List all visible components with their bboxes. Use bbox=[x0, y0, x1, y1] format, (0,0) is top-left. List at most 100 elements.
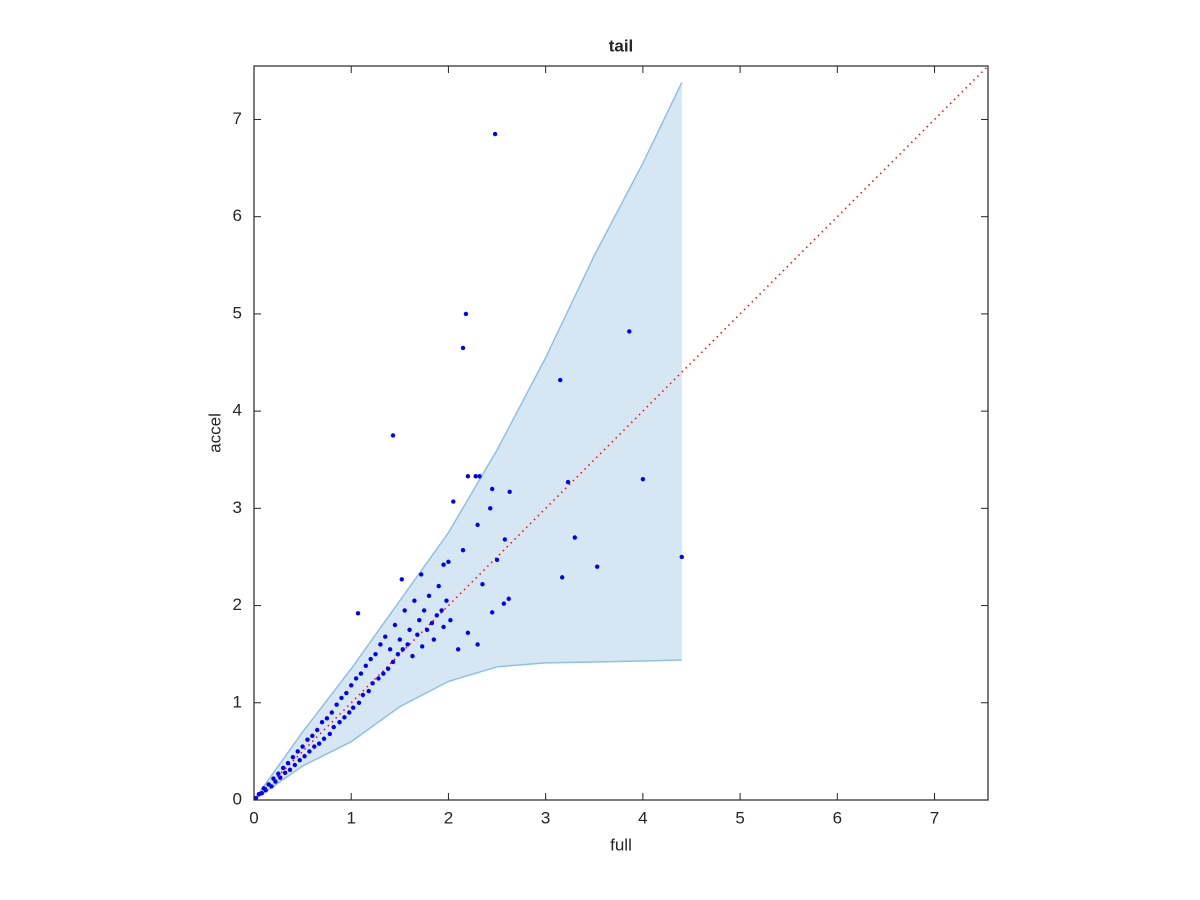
scatter-point bbox=[334, 702, 339, 707]
y-tick-label: 3 bbox=[233, 498, 242, 517]
scatter-point bbox=[488, 506, 493, 511]
band-upper bbox=[253, 82, 683, 801]
scatter-point bbox=[451, 499, 456, 504]
y-tick-label: 6 bbox=[233, 206, 242, 225]
scatter-point bbox=[387, 647, 393, 652]
scatter-point bbox=[259, 790, 264, 796]
scatter-point bbox=[489, 610, 495, 615]
scatter-point bbox=[368, 656, 373, 662]
scatter-point bbox=[324, 716, 330, 721]
scatter-point bbox=[321, 736, 327, 741]
scatter-point bbox=[429, 620, 435, 626]
scatter-point bbox=[353, 676, 359, 681]
scatter-point bbox=[339, 695, 344, 701]
scatter-point bbox=[300, 744, 305, 749]
band-lower bbox=[253, 659, 682, 801]
scatter-point bbox=[356, 700, 362, 705]
scatter-point bbox=[402, 608, 407, 613]
scatter-point bbox=[412, 598, 417, 603]
scatter-point bbox=[392, 622, 398, 628]
scatter-point bbox=[263, 788, 268, 793]
scatter-point bbox=[507, 489, 512, 495]
scatter-point bbox=[506, 596, 511, 601]
scatter-point bbox=[441, 624, 446, 630]
scatter-point bbox=[400, 647, 405, 652]
scatter-point bbox=[390, 433, 396, 438]
scatter-point bbox=[314, 727, 320, 733]
scatter-point bbox=[385, 666, 391, 671]
scatter-point bbox=[295, 749, 300, 754]
scatter-point bbox=[347, 710, 352, 715]
scatter-point bbox=[415, 632, 420, 637]
scatter-point bbox=[460, 345, 466, 351]
scatter-point bbox=[439, 608, 444, 613]
scatter-point bbox=[434, 613, 439, 618]
scatter-point bbox=[276, 771, 281, 776]
chart-title: tail bbox=[609, 36, 634, 55]
scatter-point bbox=[424, 627, 430, 633]
scatter-point bbox=[679, 554, 684, 560]
scatter-point bbox=[292, 762, 298, 768]
scatter-point bbox=[287, 767, 293, 773]
x-tick-label: 6 bbox=[833, 808, 842, 827]
scatter-point bbox=[421, 608, 427, 613]
scatter-point bbox=[253, 795, 259, 801]
scatter-point bbox=[419, 572, 424, 577]
scatter-point bbox=[373, 651, 378, 657]
axes-box bbox=[253, 65, 989, 801]
scatter-point bbox=[302, 754, 307, 759]
scatter-point bbox=[559, 575, 565, 580]
scatter-point bbox=[381, 671, 386, 676]
scatter-point bbox=[344, 690, 349, 696]
y-tick-label: 7 bbox=[233, 109, 242, 128]
scatter-point bbox=[319, 720, 325, 725]
scatter-point bbox=[465, 474, 471, 479]
scatter-point bbox=[378, 642, 383, 647]
scatter-point bbox=[475, 642, 480, 647]
scatter-point bbox=[475, 522, 480, 528]
scatter-point bbox=[405, 642, 410, 647]
scatter-point bbox=[399, 577, 404, 582]
scatter-point bbox=[269, 784, 274, 789]
scatter-point bbox=[376, 676, 381, 681]
scatter-point bbox=[397, 637, 403, 642]
scatter-point bbox=[349, 683, 354, 688]
scatter-point bbox=[307, 749, 312, 754]
x-tick-label: 1 bbox=[346, 808, 355, 827]
x-tick-label: 7 bbox=[930, 808, 939, 827]
y-tick-label: 5 bbox=[233, 303, 242, 322]
scatter-point bbox=[337, 720, 342, 725]
scatter-point bbox=[366, 688, 371, 694]
scatter-point bbox=[407, 627, 412, 633]
scatter-point bbox=[436, 583, 441, 589]
x-tick-label: 2 bbox=[444, 808, 453, 827]
scatter-point bbox=[572, 535, 578, 540]
scatter-point bbox=[460, 547, 466, 553]
scatter-point bbox=[350, 705, 356, 710]
scatter-point bbox=[627, 329, 632, 334]
x-tick-label: 4 bbox=[638, 808, 647, 827]
x-axis-label: full bbox=[610, 835, 632, 854]
scatter-point bbox=[316, 741, 322, 746]
scatter-point bbox=[431, 637, 437, 642]
scatter-point bbox=[282, 770, 288, 775]
scatter-point bbox=[441, 562, 446, 567]
scatter-point bbox=[410, 653, 415, 659]
y-tick-label: 2 bbox=[233, 595, 242, 614]
x-tick-label: 3 bbox=[541, 808, 550, 827]
scatter-point bbox=[502, 537, 508, 542]
y-tick-label: 0 bbox=[233, 789, 242, 808]
scatter-point bbox=[489, 486, 495, 492]
scatter-point bbox=[383, 634, 388, 639]
scatter-point bbox=[278, 775, 283, 780]
scatter-point bbox=[565, 479, 571, 485]
scatter-point bbox=[310, 733, 315, 739]
scatter-point bbox=[558, 377, 563, 383]
scatter-point bbox=[285, 760, 291, 766]
scatter-point bbox=[355, 611, 361, 616]
y-tick-label: 4 bbox=[233, 401, 242, 420]
scatter-point bbox=[297, 757, 302, 763]
x-tick-label: 0 bbox=[249, 808, 258, 827]
scatter-point bbox=[417, 617, 422, 623]
